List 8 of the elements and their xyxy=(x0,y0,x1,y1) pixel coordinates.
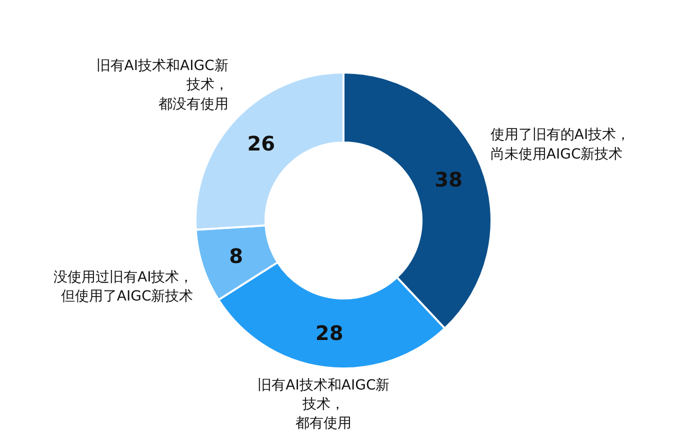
slice-label: 旧有AI技术和AIGC新技术，都有使用 xyxy=(258,377,390,432)
data-label: 26 xyxy=(247,132,276,156)
data-label: 28 xyxy=(315,321,344,346)
slice-label: 旧有AI技术和AIGC新技术，都没有使用 xyxy=(96,58,228,112)
data-label: 8 xyxy=(229,244,243,268)
data-label: 38 xyxy=(434,167,462,192)
slice-label: 没使用过旧有AI技术，但使用了AIGC新技术 xyxy=(54,269,194,305)
slice-label: 使用了旧有的AI技术，尚未使用AIGC新技术 xyxy=(490,127,630,162)
